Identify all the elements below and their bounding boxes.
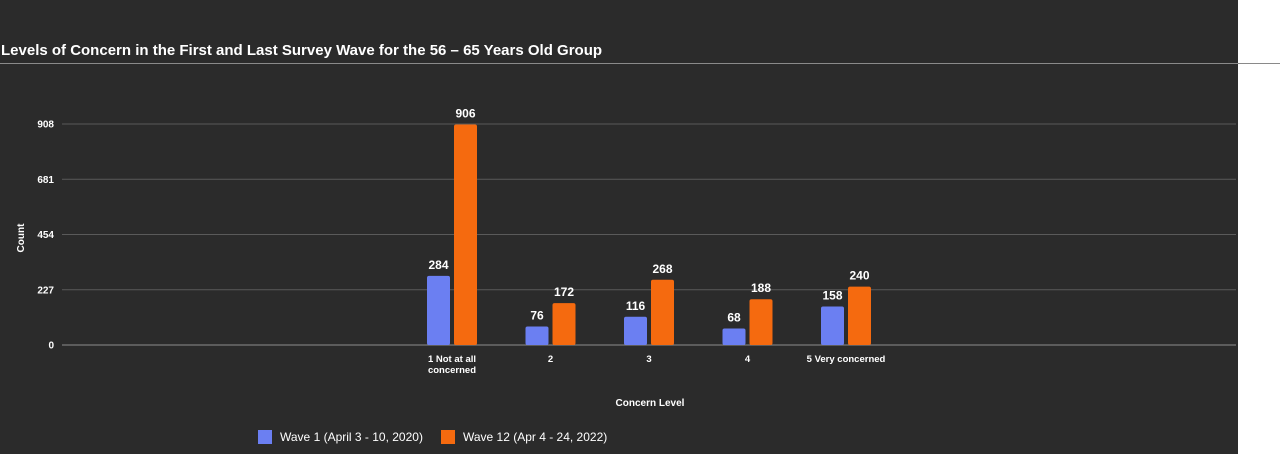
data-label: 268 [652, 262, 672, 276]
bar-chart: 0 227 454 681 908 Count Concern Level 284 906 1 N… [16, 106, 1236, 409]
bar [848, 286, 871, 345]
chart-title: Levels of Concern in the First and Last … [1, 42, 603, 59]
bar [525, 326, 549, 345]
y-tick-label: 0 [48, 341, 54, 352]
x-tick-label: 1 Not at all [428, 354, 476, 365]
data-label: 76 [530, 309, 544, 323]
title-divider [0, 63, 1280, 64]
legend-swatch [440, 430, 455, 444]
bar [749, 299, 773, 345]
x-tick-label: 4 [745, 354, 751, 365]
y-axis-label: Count [16, 223, 27, 253]
x-tick-label: 3 [646, 354, 651, 365]
x-tick-label: 2 [548, 354, 553, 365]
y-tick-label: 227 [37, 285, 54, 296]
legend-swatch [258, 430, 272, 444]
x-tick-label: concerned [428, 365, 476, 376]
bar [821, 306, 844, 345]
data-label: 188 [751, 281, 771, 295]
data-label: 158 [822, 289, 842, 303]
bar [454, 124, 477, 345]
bar [552, 303, 576, 345]
data-label: 116 [626, 299, 646, 313]
x-axis-label: Concern Level [616, 398, 685, 409]
bar [427, 275, 450, 345]
chart-panel [0, 0, 1238, 454]
chart-legend: Wave 1 (April 3 - 10, 2020) Wave 12 (Apr … [258, 430, 625, 444]
data-label: 240 [849, 269, 869, 283]
y-tick-label: 908 [37, 120, 54, 131]
legend-label: Wave 12 (Apr 4 - 24, 2022) [462, 430, 608, 444]
data-label: 906 [455, 106, 475, 120]
bar [722, 328, 746, 345]
bar [651, 279, 674, 345]
y-tick-label: 681 [37, 175, 54, 186]
bar [624, 316, 647, 345]
y-tick-label: 454 [37, 230, 54, 241]
data-label: 68 [727, 310, 741, 324]
legend-item: Wave 1 (April 3 - 10, 2020) [258, 430, 423, 444]
legend-item: Wave 12 (Apr 4 - 24, 2022) [440, 430, 608, 444]
data-label: 172 [554, 285, 574, 299]
legend-label: Wave 1 (April 3 - 10, 2020) [280, 430, 423, 444]
data-label: 284 [428, 258, 448, 272]
x-tick-label: 5 Very concerned [807, 354, 886, 365]
